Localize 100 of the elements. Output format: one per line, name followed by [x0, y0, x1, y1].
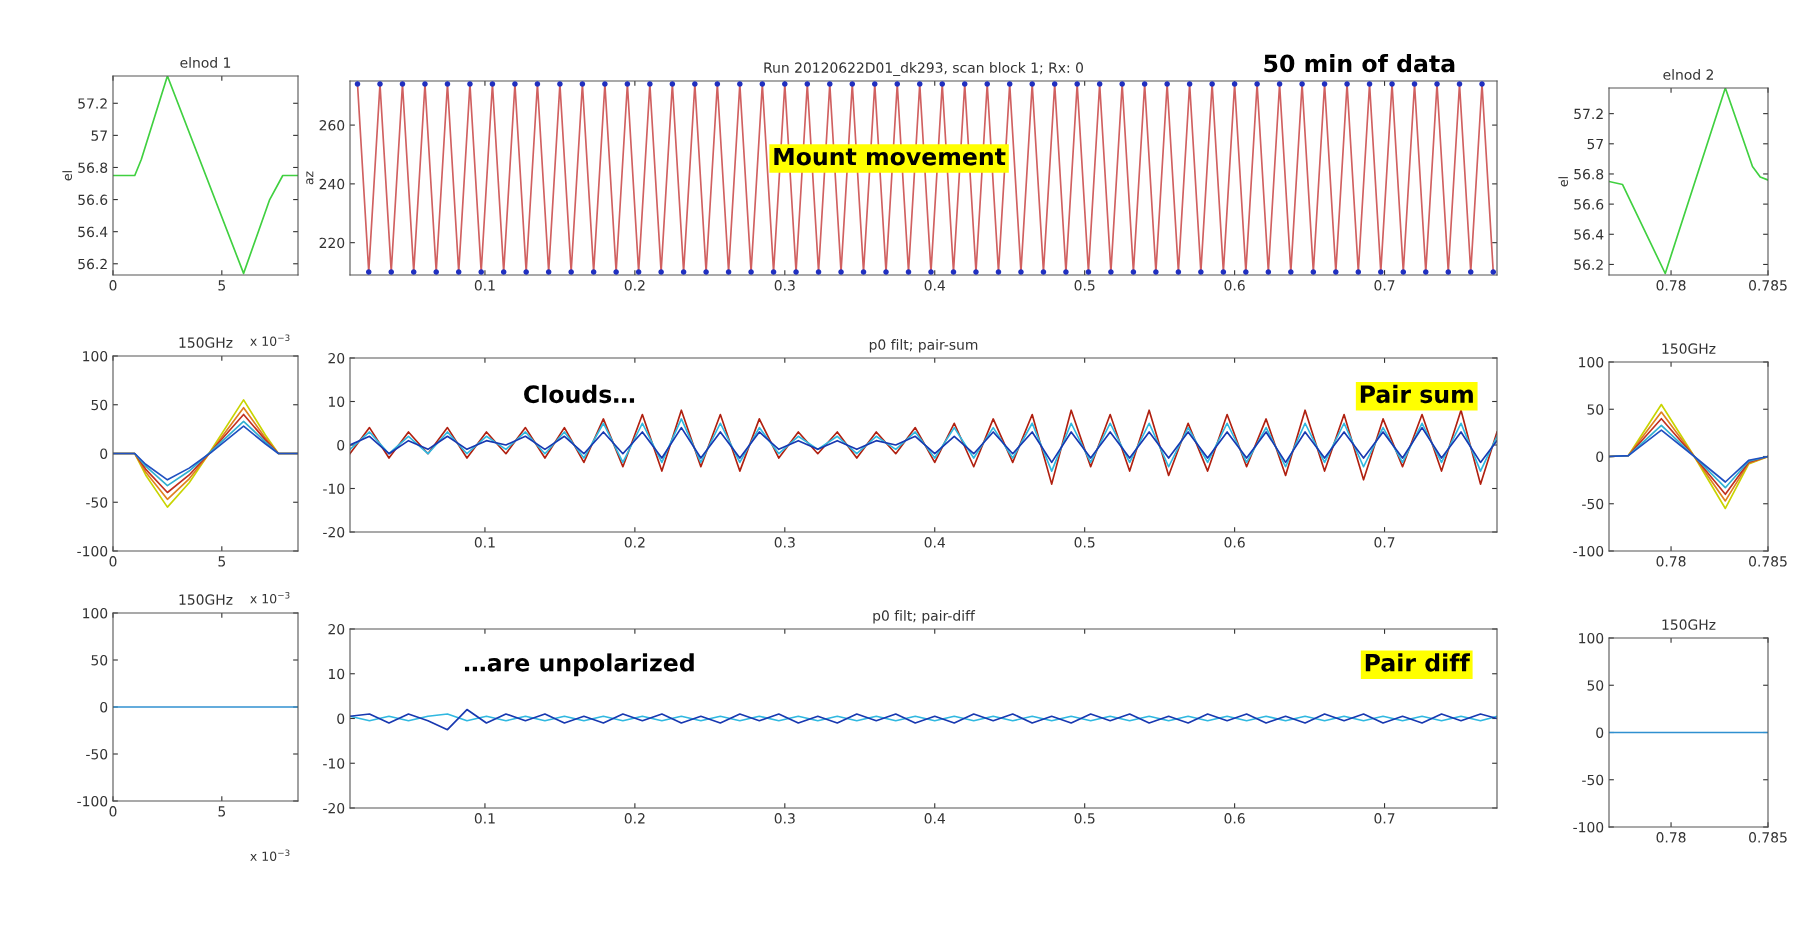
y-tick-label: -50	[1582, 774, 1604, 786]
x-tick-label: 0.7	[1374, 813, 1395, 824]
x-tick-label: 0.4	[924, 537, 946, 548]
y-tick-label: 57	[1587, 138, 1603, 150]
y-tick-label: 50	[1587, 404, 1604, 415]
y-tick-label: -100	[1573, 545, 1604, 557]
chart-title: 150GHz	[1662, 619, 1716, 630]
y-tick-label: 20	[328, 623, 345, 635]
line-series	[350, 409, 1497, 485]
y-tick-label: 20	[328, 352, 345, 364]
annotation: Pair diff	[1365, 653, 1470, 672]
y-tick-label: 56.4	[78, 226, 108, 238]
x-tick-label: 0.785	[1749, 556, 1787, 567]
y-tick-label: -50	[1582, 498, 1604, 510]
y-tick-label: 100	[1579, 356, 1604, 368]
x-tick-label: 0	[109, 556, 117, 567]
y-tick-label: 56.2	[78, 258, 107, 270]
x-tick-label: 0.4	[924, 813, 946, 824]
text: 50 min of data	[1264, 54, 1455, 73]
x-tick-label: 0.5	[1074, 537, 1095, 548]
line-series	[113, 425, 298, 481]
text: x 10$^{−3}$	[250, 334, 290, 346]
x-tick-label: 0.2	[624, 813, 645, 824]
line-series	[1609, 88, 1768, 275]
y-tick-label: 10	[328, 668, 345, 680]
y-axis-title: el	[1558, 177, 1569, 187]
y-tick-label: 0	[337, 439, 345, 451]
x-tick-label: 0.4	[924, 280, 946, 291]
annotation: …are unpolarized	[464, 653, 694, 677]
x-tick-label: 0.3	[774, 813, 795, 824]
y-tick-label: 10	[328, 396, 345, 407]
y-axis-title: el	[62, 171, 73, 181]
y-tick-label: 56.8	[1574, 168, 1604, 180]
chart-title: Run 20120622D01_dk293, scan block 1; Rx: 0	[764, 62, 1083, 76]
chart-title: p0 filt; pair-diff	[873, 610, 976, 624]
x-tick-label: 0.7	[1374, 280, 1395, 291]
x-tick-label: 0.78	[1656, 556, 1686, 567]
chart-title: elnod 2	[1663, 69, 1713, 80]
line-series	[350, 426, 1497, 464]
y-tick-label: 56.8	[78, 162, 108, 173]
line-series	[350, 418, 1497, 472]
y-axis-title: az	[306, 171, 314, 185]
x-tick-label: 0.2	[624, 280, 645, 291]
y-tick-label: -10	[323, 758, 345, 769]
chart-title: 150GHz	[1662, 343, 1716, 354]
x-tick-label: 0.6	[1224, 813, 1245, 824]
y-tick-label: 240	[319, 178, 345, 190]
y-tick-label: 56.6	[78, 194, 108, 206]
line-series	[113, 76, 298, 275]
text: x 10$^{−3}$	[250, 591, 290, 604]
y-tick-label: 56.4	[1574, 229, 1604, 240]
y-tick-label: 220	[319, 237, 345, 249]
y-tick-label: 56.6	[1574, 199, 1604, 210]
y-tick-label: -20	[323, 526, 345, 538]
y-tick-label: 56.2	[1574, 259, 1603, 270]
y-tick-label: -20	[323, 802, 345, 814]
chart-title: 150GHz	[179, 337, 233, 348]
y-tick-label: 100	[1579, 632, 1604, 644]
y-tick-label: 260	[319, 120, 345, 131]
x-tick-label: 5	[218, 806, 226, 817]
y-tick-label: 57	[91, 130, 107, 141]
x-tick-label: 0.6	[1224, 537, 1245, 548]
y-tick-label: 50	[91, 399, 108, 411]
x-tick-label: 0.3	[774, 280, 795, 291]
x-tick-label: 0.6	[1224, 280, 1245, 291]
x-tick-label: 0.2	[624, 537, 645, 548]
y-tick-label: -100	[1573, 821, 1604, 833]
y-tick-label: 0	[100, 448, 108, 459]
x-tick-label: 5	[218, 556, 226, 567]
y-tick-label: 57.2	[78, 98, 107, 109]
y-tick-label: 0	[1596, 451, 1604, 462]
y-tick-label: 50	[91, 654, 108, 666]
line-series	[1609, 429, 1768, 483]
annotation: Mount movement	[774, 147, 1006, 166]
x-tick-label: 0.1	[474, 280, 495, 291]
chart-title: 150GHz	[179, 594, 233, 605]
line-series	[350, 708, 1497, 731]
y-tick-label: 0	[1596, 727, 1604, 738]
x-tick-label: 0.785	[1749, 280, 1787, 291]
y-tick-label: 0	[337, 713, 345, 724]
annotation: Clouds…	[524, 384, 635, 404]
text: x 10$^{−3}$	[250, 849, 290, 861]
y-tick-label: 57.2	[1574, 108, 1603, 120]
y-tick-label: -50	[86, 748, 108, 760]
x-tick-label: 5	[218, 280, 226, 291]
x-tick-label: 0.7	[1374, 537, 1395, 548]
y-tick-label: 0	[100, 701, 108, 713]
y-tick-label: 50	[1587, 680, 1604, 691]
chart-title: elnod 1	[180, 57, 231, 68]
x-tick-label: 0.1	[474, 813, 495, 824]
x-tick-label: 0.3	[774, 537, 795, 548]
y-tick-label: 100	[83, 607, 108, 619]
y-tick-label: -50	[86, 497, 108, 508]
x-tick-label: 0.5	[1074, 813, 1095, 824]
y-tick-label: -100	[77, 795, 108, 807]
x-tick-label: 0.5	[1074, 280, 1095, 291]
x-tick-label: 0.785	[1749, 832, 1787, 843]
x-tick-label: 0.1	[474, 537, 495, 548]
x-tick-label: 0.78	[1656, 280, 1686, 291]
y-tick-label: -100	[77, 545, 108, 557]
